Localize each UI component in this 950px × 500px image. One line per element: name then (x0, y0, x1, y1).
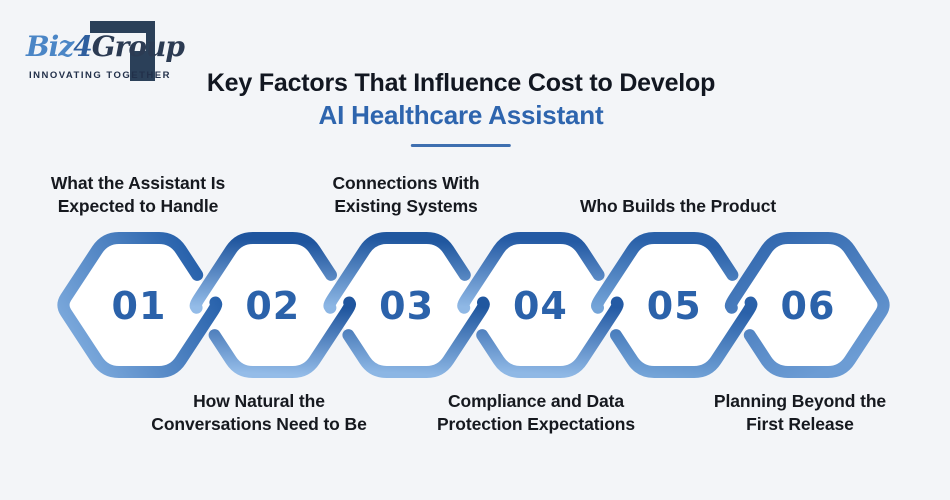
hexagon-fill-02 (194, 238, 351, 372)
step-number-02: 02 (245, 284, 300, 328)
hexagon-outline-03-1 (323, 232, 471, 314)
step-number-03: 03 (379, 284, 434, 328)
hexagon-fill-03 (328, 238, 485, 372)
hexagon-outline-02-1 (189, 232, 337, 314)
logo-brand-suffix: Group (91, 30, 185, 63)
title-underline (411, 144, 511, 147)
hexagon-outline-04-1 (457, 232, 605, 314)
logo-bracket-shape (90, 21, 155, 81)
hexagon-outline-04-2 (476, 296, 624, 378)
step-label-06: Planning Beyond the First Release (713, 391, 887, 434)
hexagon-outline-06 (724, 232, 890, 378)
logo-brand-text: Biz4Group (26, 30, 185, 63)
hexagon-outline-05-2 (610, 296, 758, 378)
title-block: Key Factors That Influence Cost to Devel… (207, 68, 715, 147)
step-number-05: 05 (647, 284, 702, 328)
step-label-02: How Natural the Conversations Need to Be (151, 391, 367, 434)
step-number-04: 04 (513, 284, 568, 328)
biz4group-logo: Biz4Group INNOVATING TOGETHER (20, 10, 185, 96)
step-number-06: 06 (781, 284, 836, 328)
step-label-01: What the Assistant Is Expected to Handle (50, 173, 226, 216)
logo-brand-prefix: Biz (26, 30, 74, 63)
hexagon-outline-01 (57, 232, 223, 378)
hexagon-fill-06 (730, 238, 886, 372)
hexagon-fill-01 (61, 238, 217, 372)
hexagon-outline-02-2 (208, 296, 357, 378)
logo-tagline: INNOVATING TOGETHER (29, 70, 171, 81)
logo-brand-number: 4 (73, 30, 93, 63)
page-title-line2: AI Healthcare Assistant (318, 100, 604, 130)
step-number-01: 01 (112, 284, 167, 328)
page-title-line1: Key Factors That Influence Cost to Devel… (206, 69, 716, 97)
step-label-05: Who Builds the Product (579, 196, 777, 216)
hexagon-outline-03-2 (342, 296, 490, 378)
hexagon-outline-05-1 (590, 232, 739, 314)
hexagon-fill-05 (596, 238, 753, 372)
hexagon-fill-04 (462, 238, 619, 372)
step-label-04: Compliance and Data Protection Expectati… (436, 391, 636, 434)
step-label-03: Connections With Existing Systems (332, 173, 480, 216)
